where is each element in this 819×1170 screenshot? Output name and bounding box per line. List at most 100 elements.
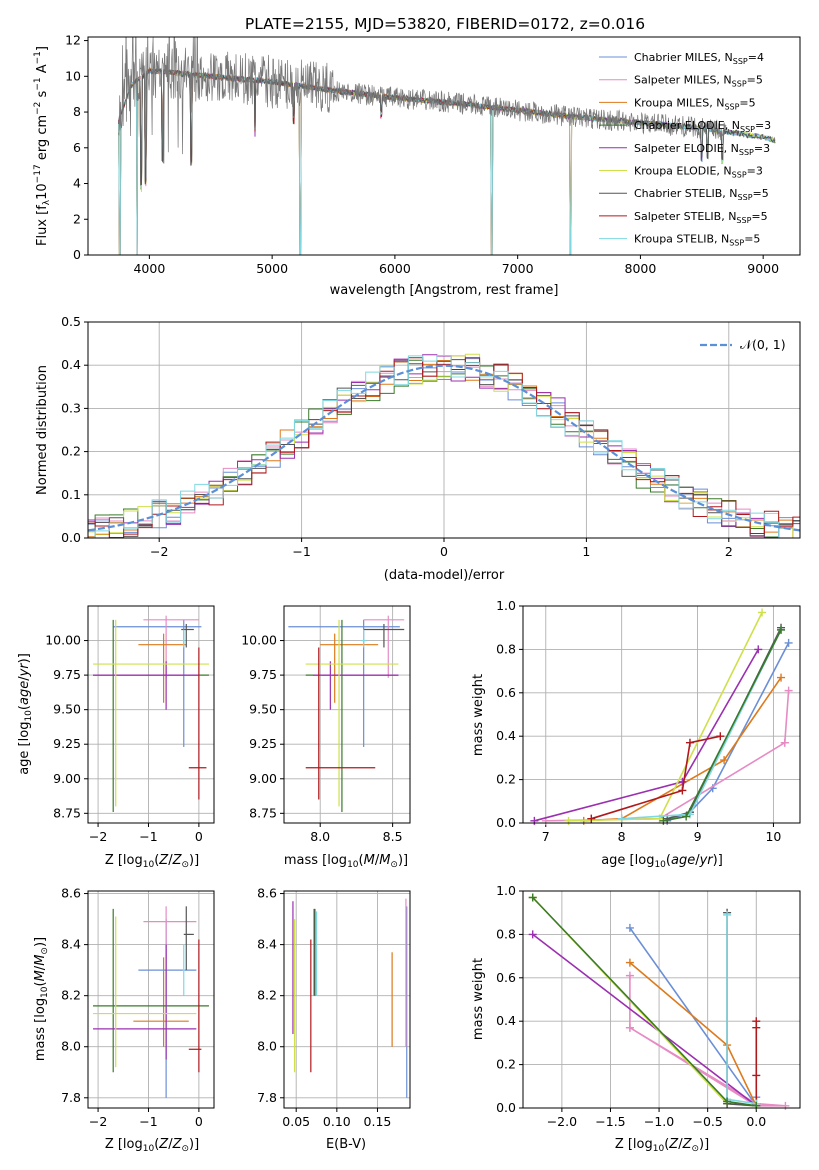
- y-tick-label: 8.4: [61, 937, 81, 952]
- x-tick-label: −1: [139, 1114, 157, 1129]
- y-tick-label: 8.6: [257, 886, 277, 901]
- legend-label: Kroupa STELIB, NSSP=5: [634, 233, 760, 248]
- mass-weight-vs-metallicity-panel: Z [log10(Z/Z⊙)] mass weight −2.0 −1.5 −1.0…: [471, 883, 801, 1154]
- legend-label: Chabrier STELIB, NSSP=5: [634, 187, 769, 202]
- x-tick-label: −0.5: [692, 1114, 722, 1129]
- observed-spectrum-line: [118, 37, 727, 164]
- residual-xlabel: (data-model)/error: [384, 568, 505, 583]
- plus-marker: [564, 816, 573, 825]
- x-tick-label: 8.0: [310, 829, 330, 844]
- y-tick-label: 4: [73, 176, 81, 191]
- plus-marker: [625, 958, 634, 967]
- x-tick-label: −2: [89, 1114, 107, 1129]
- y-tick-label: 0.6: [496, 685, 516, 700]
- x-tick-label: 5000: [256, 261, 288, 276]
- x-tick-label: 0: [195, 829, 203, 844]
- y-tick-label: 9.75: [53, 667, 81, 682]
- spectrum-panel: wavelength [Angstrom, rest frame] Flux […: [33, 33, 801, 298]
- y-tick-label: 1.0: [496, 883, 516, 898]
- legend-label: Kroupa MILES, NSSP=5: [634, 96, 756, 111]
- y-tick-label: 0.4: [496, 728, 516, 743]
- spectrum-lines: [118, 37, 776, 255]
- x-tick-label: −1.0: [644, 1114, 674, 1129]
- plus-marker: [682, 812, 691, 821]
- y-tick-label: 1.0: [496, 598, 516, 613]
- plus-marker: [625, 971, 634, 980]
- legend-label: Chabrier ELODIE, NSSP=3: [634, 119, 771, 134]
- y-tick-label: 8.4: [257, 937, 277, 952]
- x-tick-label: 1: [582, 544, 590, 559]
- histogram-stelib: [88, 355, 800, 538]
- x-tick-label: 2: [725, 544, 733, 559]
- y-tick-label: 9.50: [53, 702, 81, 717]
- x-tick-label: −1: [139, 829, 157, 844]
- plus-marker: [781, 1101, 790, 1110]
- x-tick-label: 4000: [133, 261, 165, 276]
- figure-title: PLATE=2155, MJD=53820, FIBERID=0172, z=0…: [245, 15, 645, 33]
- y-tick-label: 7.8: [61, 1090, 81, 1105]
- y-tick-label: 12: [65, 33, 81, 48]
- legend-label: Chabrier MILES, NSSP=4: [634, 51, 764, 66]
- y-tick-label: 8.75: [249, 805, 277, 820]
- gaussian-curve: [88, 364, 800, 532]
- y-tick-label: 0.0: [496, 815, 516, 830]
- x-tick-label: 7: [542, 829, 550, 844]
- y-tick-label: 9.00: [53, 771, 81, 786]
- plus-marker: [625, 1023, 634, 1032]
- x-tick-label: 0.15: [364, 1114, 392, 1129]
- plus-marker: [617, 814, 626, 823]
- plus-marker: [777, 625, 786, 634]
- x-tick-label: 9: [694, 829, 702, 844]
- residual-ylabel: Normed distribution: [35, 365, 50, 495]
- x-tick-label: 0: [195, 1114, 203, 1129]
- y-tick-label: 8.0: [61, 1039, 81, 1054]
- plus-marker: [752, 1071, 761, 1080]
- plus-marker: [625, 923, 634, 932]
- y-tick-label: 8: [73, 104, 81, 119]
- histogram-stelib: [88, 357, 800, 538]
- histograms: [88, 353, 800, 538]
- x-tick-label: −1.5: [595, 1114, 625, 1129]
- plus-marker: [752, 1023, 761, 1032]
- plus-marker: [530, 816, 539, 825]
- mass-vs-metallicity-panel: Z [log10(Z/Z⊙)] mass [log10(M/M⊙)] −2 −1 0…: [33, 886, 215, 1154]
- plus-marker: [678, 777, 687, 786]
- mass-weight-vs-age-panel: age [log10(age/yr)] mass weight 7 8 9 10 0.0…: [471, 598, 801, 870]
- mass-weight-line: [532, 896, 757, 1107]
- mass-weight-line: [621, 629, 782, 820]
- x-tick-label: 0.10: [323, 1114, 351, 1129]
- plus-marker: [780, 738, 789, 747]
- histogram-elodie: [88, 353, 800, 538]
- y-tick-label: 0.4: [61, 357, 81, 372]
- mass-weight-line: [568, 612, 763, 822]
- plus-marker: [723, 910, 732, 919]
- y-tick-label: 10.00: [45, 633, 81, 648]
- y-tick-label: 9.25: [53, 736, 81, 751]
- x-tick-label: 0.0: [746, 1114, 766, 1129]
- mass-z-xlabel: Z [log10(Z/Z⊙)]: [105, 1137, 199, 1154]
- y-tick-label: 9.75: [249, 667, 277, 682]
- x-tick-label: 9000: [747, 261, 779, 276]
- mw-age-ylabel: mass weight: [471, 674, 486, 756]
- axes-frame: [87, 890, 215, 1109]
- axes-frame: [87, 605, 215, 824]
- plus-marker: [758, 608, 767, 617]
- age-vs-mass-panel: mass [log10(M/M⊙)] 8.0 8.5 8.75 9.00 9.25 9.5…: [241, 605, 411, 870]
- x-tick-label: −2: [150, 544, 168, 559]
- x-tick-label: 10: [765, 829, 781, 844]
- age-ylabel: age [log10(age/yr)]: [17, 653, 34, 775]
- mass-weight-line: [629, 961, 758, 1107]
- y-tick-label: 9.00: [249, 771, 277, 786]
- mass-weight-line: [629, 975, 786, 1107]
- plus-marker: [723, 1097, 732, 1106]
- plus-marker: [777, 673, 786, 682]
- x-tick-label: 8000: [625, 261, 657, 276]
- spectrum-legend: Chabrier MILES, NSSP=4 Salpeter MILES, NS…: [599, 51, 771, 248]
- plus-marker: [678, 786, 687, 795]
- mass-ylabel: mass [log10(M/M⊙)]: [33, 937, 50, 1061]
- y-tick-label: 0.6: [496, 970, 516, 985]
- x-tick-label: 0.05: [282, 1114, 310, 1129]
- plus-marker: [685, 738, 694, 747]
- y-tick-label: 0.2: [496, 1057, 516, 1072]
